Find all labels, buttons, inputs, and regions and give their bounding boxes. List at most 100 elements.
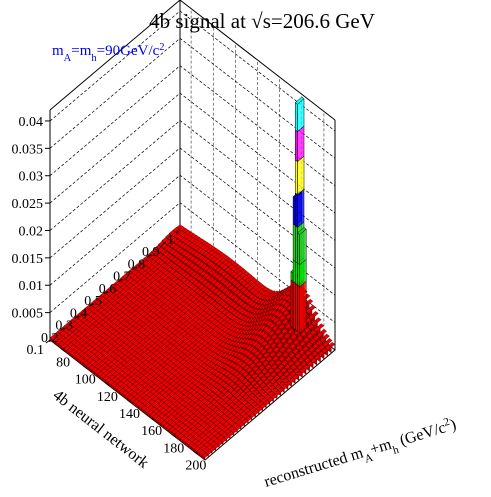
lego-cell [231, 280, 239, 286]
lego-cell [264, 364, 272, 370]
lego-cell [229, 271, 237, 277]
spike-segment [297, 232, 300, 266]
lego-cell [283, 364, 291, 370]
z-tick-label: 0.025 [12, 197, 44, 212]
lego-cell [280, 337, 287, 344]
lego-cell [230, 287, 238, 293]
lego-cell [271, 364, 279, 370]
lego-cell [274, 359, 282, 366]
spike-segment [297, 262, 300, 288]
lego-cell [232, 273, 240, 280]
lego-cell [234, 282, 242, 288]
lego-cell [272, 355, 279, 362]
grid-line [49, 120, 336, 241]
spike-segment [295, 282, 298, 333]
lego-cell [290, 364, 298, 370]
top-outline [49, 0, 336, 121]
lego-cell [250, 348, 258, 354]
lego-cell [295, 344, 303, 351]
lego-cell [283, 371, 290, 377]
spike-segment [295, 159, 298, 196]
spike-segment [295, 192, 298, 229]
lego-cell [281, 360, 289, 366]
lego-cell [282, 351, 289, 358]
lego-cell [278, 355, 286, 362]
lego-cell [272, 317, 280, 324]
lego-cell [295, 371, 303, 377]
grid-line [49, 37, 336, 159]
lego-cell [267, 367, 275, 374]
spike-segment-side [297, 125, 305, 163]
lego-cell [263, 371, 271, 378]
y-tick-label: 1 [167, 233, 174, 248]
lego-cell [292, 374, 300, 380]
lego-cell [270, 342, 277, 349]
lego-cell [261, 368, 269, 374]
lego-cell [296, 364, 304, 370]
lego-cell [273, 338, 281, 344]
lego-cell [300, 331, 307, 337]
lego-cell [292, 348, 299, 355]
lego-cell [275, 320, 283, 326]
lego-surface [49, 224, 336, 461]
lego-cell [269, 351, 277, 358]
spike-segment [292, 259, 296, 284]
lego-cell [275, 378, 283, 384]
lego-cell [267, 339, 275, 345]
lego-cell [313, 354, 321, 361]
x-tick-label: 100 [75, 373, 96, 388]
lego-cell [286, 367, 294, 374]
lego-cell [257, 345, 265, 352]
lego-cell [315, 340, 323, 346]
lego-cell [293, 367, 300, 374]
lego-cell [233, 289, 241, 296]
lego-cell [260, 348, 268, 355]
lego-cell [266, 375, 274, 381]
lego-cell [273, 367, 281, 374]
spike-segment [295, 129, 298, 163]
z-tick-label: 0.015 [12, 252, 44, 267]
lego-cell [252, 358, 260, 364]
z-tick-label: 0.02 [19, 224, 44, 239]
lego-cell [279, 374, 287, 381]
lego-cell [288, 352, 296, 358]
lego-cell [308, 314, 316, 320]
lego-cell [300, 361, 308, 367]
spike-segment [295, 260, 298, 286]
lego-cell [308, 346, 316, 353]
lego-cell [307, 354, 315, 360]
lego-cell [283, 302, 291, 308]
lego-cell [282, 342, 290, 349]
spike-segment-side [299, 228, 307, 266]
x-axis-label: reconstructed mA+mh (GeV/c2) [262, 414, 460, 495]
lego-cell [277, 364, 285, 370]
lego-cell [243, 283, 251, 289]
lego-cell [290, 334, 297, 340]
lego-cell [284, 356, 292, 362]
lego-cell [255, 361, 263, 368]
lego-cell [287, 360, 295, 367]
lego-cell [246, 285, 254, 291]
grid-line [49, 202, 336, 323]
lego-cell [253, 350, 261, 357]
lego-cell [288, 377, 296, 384]
lego-cell [274, 328, 282, 335]
lego-cell [279, 315, 286, 321]
spike-segment [292, 280, 296, 331]
x-tick-label: 200 [185, 458, 206, 473]
lego-cell [270, 334, 278, 340]
lego-cell [310, 320, 318, 327]
grid-line [49, 92, 336, 214]
lego-cell [272, 347, 280, 353]
lego-cell [298, 349, 306, 356]
lego-cell [311, 350, 319, 357]
lego-cell [318, 344, 326, 350]
lego-cell [275, 384, 282, 391]
grid-line [49, 10, 336, 132]
lego-cell [282, 310, 290, 316]
lego-cell [287, 328, 295, 335]
lego-cell [240, 287, 247, 293]
lego-cell [265, 356, 273, 362]
lego-cell [316, 331, 324, 338]
